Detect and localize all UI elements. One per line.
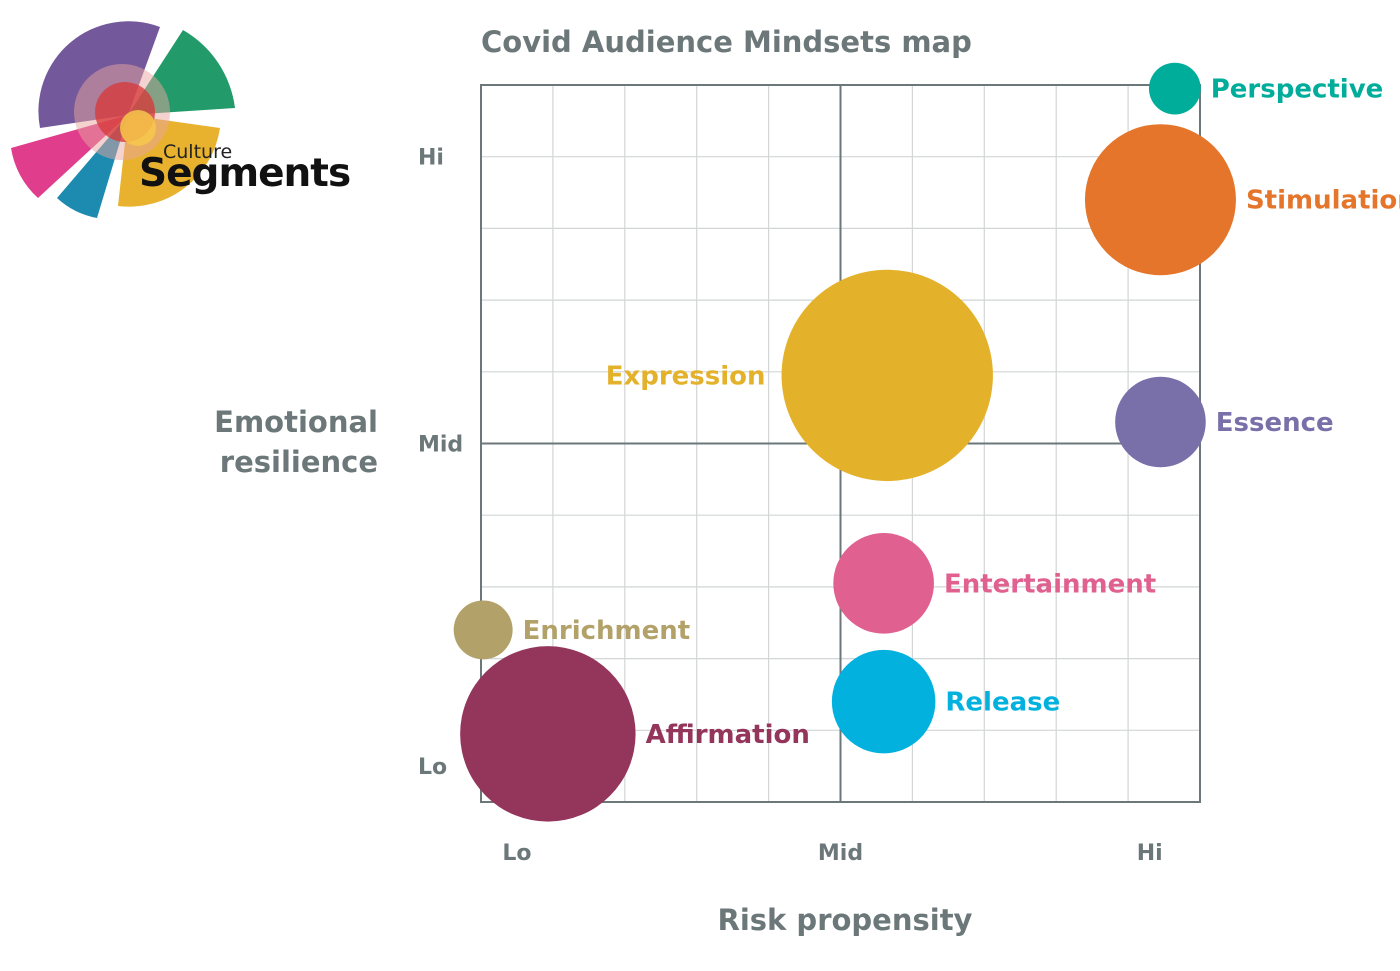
bubble-affirmation [460,646,636,822]
logo-line2: Segments [139,151,350,196]
chart-title: Covid Audience Mindsets map [481,25,972,59]
bubble-labels: Perspective Stimulation Expression Essence E… [523,75,1400,750]
bubble-perspective [1148,62,1201,115]
y-axis-title-line2: resilience [220,445,378,479]
logo-line1: Culture [163,141,232,163]
culture-segments-logo: Culture Segments [11,21,351,218]
y-tick-label: Hi [418,146,444,171]
bubble-label-enrichment: Enrichment [523,616,691,646]
y-tick-label: Lo [418,755,447,780]
y-axis-ticks: Hi Mid Lo [418,146,463,780]
x-tick-label: Mid [818,841,863,866]
bubble-label-entertainment: Entertainment [944,569,1156,599]
y-axis-title-line1: Emotional [214,405,378,439]
logo-core [120,110,156,146]
y-tick-label: Mid [418,433,463,458]
bubble-expression [781,269,993,482]
bubble-release [831,649,936,754]
bubble-entertainment [833,532,934,634]
x-axis-ticks: Lo Mid Hi [502,841,1162,866]
bubble-label-expression: Expression [606,361,766,391]
x-tick-label: Hi [1137,841,1163,866]
bubble-label-perspective: Perspective [1211,75,1384,105]
bubble-label-stimulation: Stimulation [1246,186,1400,216]
bubble-label-affirmation: Affirmation [646,720,810,750]
x-tick-label: Lo [502,841,531,866]
bubble-stimulation [1084,124,1236,276]
bubble-essence [1115,376,1206,468]
bubbles [453,62,1236,822]
x-axis-title: Risk propensity [718,903,973,937]
bubble-label-release: Release [945,688,1060,718]
bubble-enrichment [453,600,513,660]
bubble-label-essence: Essence [1216,408,1334,438]
